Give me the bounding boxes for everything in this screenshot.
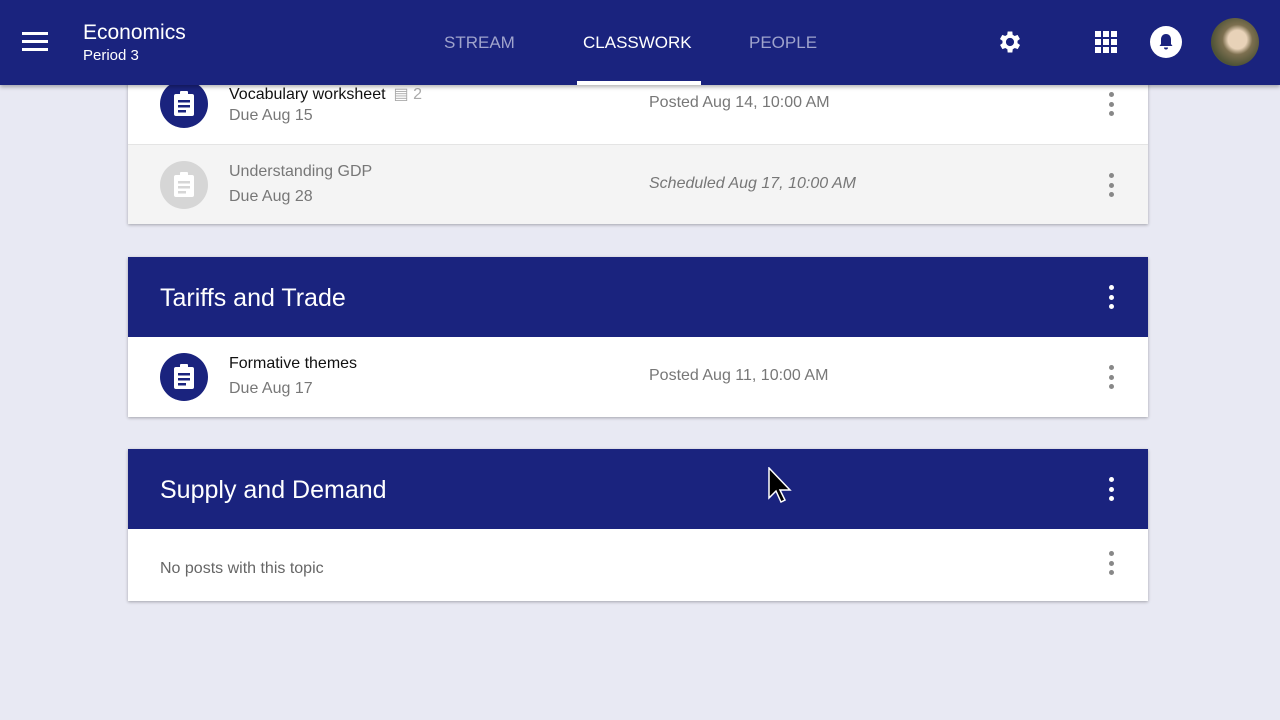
list-item[interactable]: Vocabulary worksheet ▤ 2 Due Aug 15 Poste… — [128, 64, 1148, 144]
more-options-icon[interactable] — [1106, 92, 1116, 116]
apps-icon[interactable] — [1090, 26, 1122, 58]
active-tab-indicator — [577, 81, 701, 85]
more-options-icon[interactable] — [1106, 365, 1116, 389]
item-due: Due Aug 28 — [229, 188, 313, 205]
settings-icon[interactable] — [994, 26, 1026, 58]
tab-stream[interactable]: STREAM — [444, 33, 515, 52]
topic-card-supply-demand: Supply and Demand No posts with this top… — [128, 449, 1148, 601]
assignment-icon — [160, 161, 208, 209]
item-title: Vocabulary worksheet — [229, 86, 386, 103]
topic-title: Tariffs and Trade — [160, 284, 346, 312]
item-status: Posted Aug 11, 10:00 AM — [649, 367, 829, 384]
avatar[interactable] — [1211, 18, 1259, 66]
item-status: Posted Aug 14, 10:00 AM — [649, 94, 830, 111]
comment-icon: ▤ — [393, 86, 409, 103]
comment-count: 2 — [413, 86, 423, 103]
empty-topic-row: No posts with this topic — [128, 529, 1148, 601]
list-item[interactable]: Understanding GDP Due Aug 28 Scheduled A… — [128, 144, 1148, 224]
topic-card-partial: Vocabulary worksheet ▤ 2 Due Aug 15 Poste… — [128, 64, 1148, 224]
topic-header: Tariffs and Trade — [128, 257, 1148, 337]
item-due: Due Aug 15 — [229, 107, 313, 124]
topic-more-options-icon[interactable] — [1106, 285, 1116, 309]
mouse-cursor-icon — [768, 467, 792, 504]
item-status: Scheduled Aug 17, 10:00 AM — [649, 175, 856, 192]
assignment-icon — [160, 80, 208, 128]
topic-header: Supply and Demand — [128, 449, 1148, 529]
item-title: Understanding GDP — [229, 163, 373, 180]
topic-more-options-icon[interactable] — [1106, 477, 1116, 501]
menu-icon[interactable] — [22, 32, 48, 52]
item-title: Formative themes — [229, 355, 358, 372]
item-due: Due Aug 17 — [229, 380, 313, 397]
topic-card-tariffs: Tariffs and Trade Formative themes Due A… — [128, 257, 1148, 417]
tab-classwork[interactable]: CLASSWORK — [583, 33, 692, 52]
empty-message: No posts with this topic — [160, 560, 324, 577]
more-options-icon[interactable] — [1106, 551, 1116, 575]
more-options-icon[interactable] — [1106, 173, 1116, 197]
class-subtitle: Period 3 — [83, 47, 139, 64]
app-header: Economics Period 3 STREAM CLASSWORK PEOP… — [0, 0, 1280, 85]
class-title: Economics — [83, 21, 186, 44]
list-item[interactable]: Formative themes Due Aug 17 Posted Aug 1… — [128, 337, 1148, 417]
topic-title: Supply and Demand — [160, 476, 387, 504]
assignment-icon — [160, 353, 208, 401]
tab-people[interactable]: PEOPLE — [749, 33, 818, 52]
notifications-icon[interactable] — [1150, 26, 1182, 58]
